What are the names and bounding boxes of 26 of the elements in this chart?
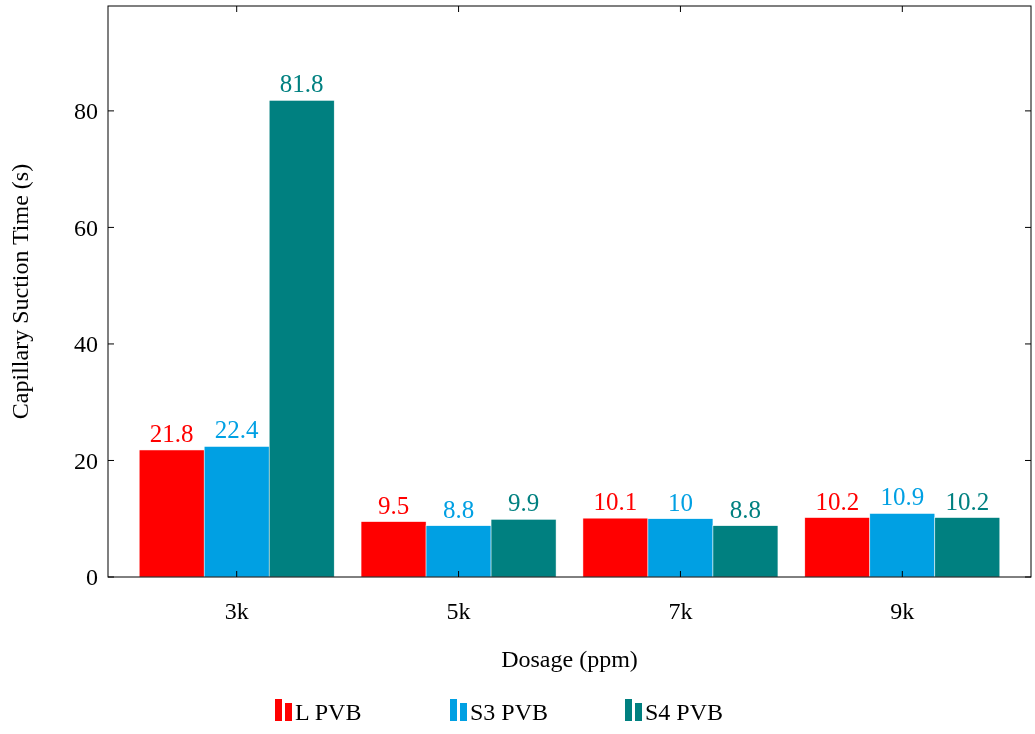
x-tick-label: 7k <box>668 598 693 624</box>
y-tick-label: 0 <box>86 564 98 591</box>
data-label: 8.8 <box>729 495 762 523</box>
x-axis-title: Dosage (ppm) <box>501 646 638 672</box>
y-tick-label: 60 <box>74 214 98 241</box>
data-label: 10.2 <box>945 487 990 515</box>
y-axis-title: Capillary Suction Time (s) <box>7 163 33 420</box>
data-label: 9.9 <box>507 489 540 517</box>
legend-label: S3 PVB <box>470 699 549 725</box>
data-label: 10.2 <box>815 487 860 515</box>
legend-label: S4 PVB <box>645 699 724 725</box>
y-tick-label: 20 <box>74 447 98 474</box>
x-tick-label: 5k <box>446 598 471 624</box>
x-tick-label: 9k <box>890 598 915 624</box>
legend-label: L PVB <box>295 699 362 725</box>
data-label: 8.8 <box>442 495 475 523</box>
y-tick-label: 80 <box>74 98 98 125</box>
data-label: 10.9 <box>880 483 925 511</box>
x-tick-label: 3k <box>224 598 249 624</box>
data-label: 22.4 <box>214 416 260 444</box>
data-label: 10 <box>667 488 693 516</box>
data-label: 10.1 <box>593 488 638 516</box>
data-label: 81.8 <box>279 70 324 98</box>
data-label: 21.8 <box>149 419 194 447</box>
data-label: 9.5 <box>377 491 410 519</box>
y-tick-label: 40 <box>74 331 98 358</box>
